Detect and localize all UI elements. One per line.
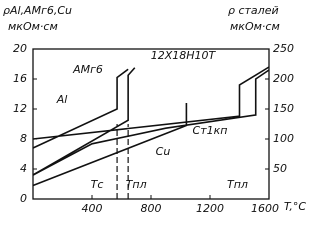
series-label: Al xyxy=(56,93,68,106)
marker-label: Tс xyxy=(91,178,104,191)
y2-tick-label: 200 xyxy=(273,72,294,85)
series-line xyxy=(32,69,270,176)
y-tick-label: 16 xyxy=(13,72,27,85)
series-line xyxy=(32,68,129,149)
x-tick-label: 1200 xyxy=(196,202,224,215)
series-label: Cu xyxy=(156,145,171,158)
series-line xyxy=(32,67,136,176)
x-tick-label: 800 xyxy=(141,202,162,215)
x-tick-label: 1600 xyxy=(251,202,279,215)
y2-tick-label: 50 xyxy=(273,162,287,175)
y2-tick-label: 250 xyxy=(273,42,294,55)
y-tick-label: 20 xyxy=(13,42,27,55)
series-label: Ст1кп xyxy=(193,124,228,137)
x-axis-title: T,°C xyxy=(284,200,306,213)
y-tick-label: 12 xyxy=(13,102,27,115)
series-label: AMг6 xyxy=(72,63,103,76)
y-tick-label: 8 xyxy=(20,132,27,145)
series-label: 12X18H10T xyxy=(151,49,217,62)
chart: ρAl,AMг6,Cu мкОм·см ρ сталей мкОм·см T,°… xyxy=(3,4,306,215)
y-tick-label: 0 xyxy=(20,192,27,205)
marker-label: Tпл xyxy=(227,178,248,191)
series-line xyxy=(32,66,270,140)
y2-axis-unit: мкОм·см xyxy=(230,20,280,33)
y-axis-title: ρAl,AMг6,Cu xyxy=(3,4,72,17)
plot-frame xyxy=(32,48,270,200)
y-tick-label: 4 xyxy=(20,162,27,175)
y2-tick-label: 150 xyxy=(273,102,294,115)
marker-label: Tпл xyxy=(126,178,147,191)
x-tick-label: 400 xyxy=(82,202,103,215)
y2-axis-title: ρ сталей xyxy=(228,4,279,17)
y-axis-unit: мкОм·см xyxy=(8,20,58,33)
y2-tick-label: 100 xyxy=(273,132,294,145)
